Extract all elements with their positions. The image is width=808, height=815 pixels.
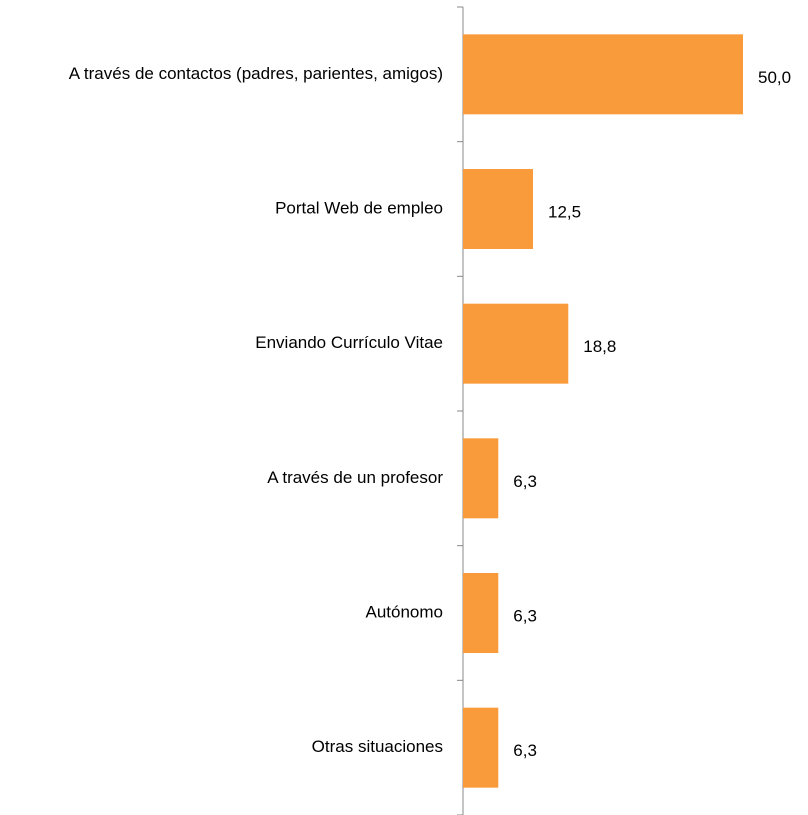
- value-label: 50,0: [758, 68, 791, 87]
- bar: [463, 169, 533, 249]
- bar: [463, 303, 569, 384]
- value-label: 12,5: [548, 202, 581, 221]
- bar: [463, 438, 499, 519]
- bar: [463, 573, 499, 653]
- bar: [463, 34, 743, 115]
- category-label: Portal Web de empleo: [275, 198, 443, 217]
- category-label: A través de contactos (padres, parientes…: [69, 64, 443, 83]
- value-label: 6,3: [513, 472, 537, 491]
- category-label: Otras situaciones: [312, 737, 443, 756]
- value-label: 18,8: [583, 337, 616, 356]
- category-label: A través de un profesor: [267, 468, 443, 487]
- bar: [463, 707, 499, 788]
- category-label: Autónomo: [366, 602, 444, 621]
- category-label: Enviando Currículo Vitae: [255, 333, 443, 352]
- value-label: 6,3: [513, 741, 537, 760]
- value-label: 6,3: [513, 606, 537, 625]
